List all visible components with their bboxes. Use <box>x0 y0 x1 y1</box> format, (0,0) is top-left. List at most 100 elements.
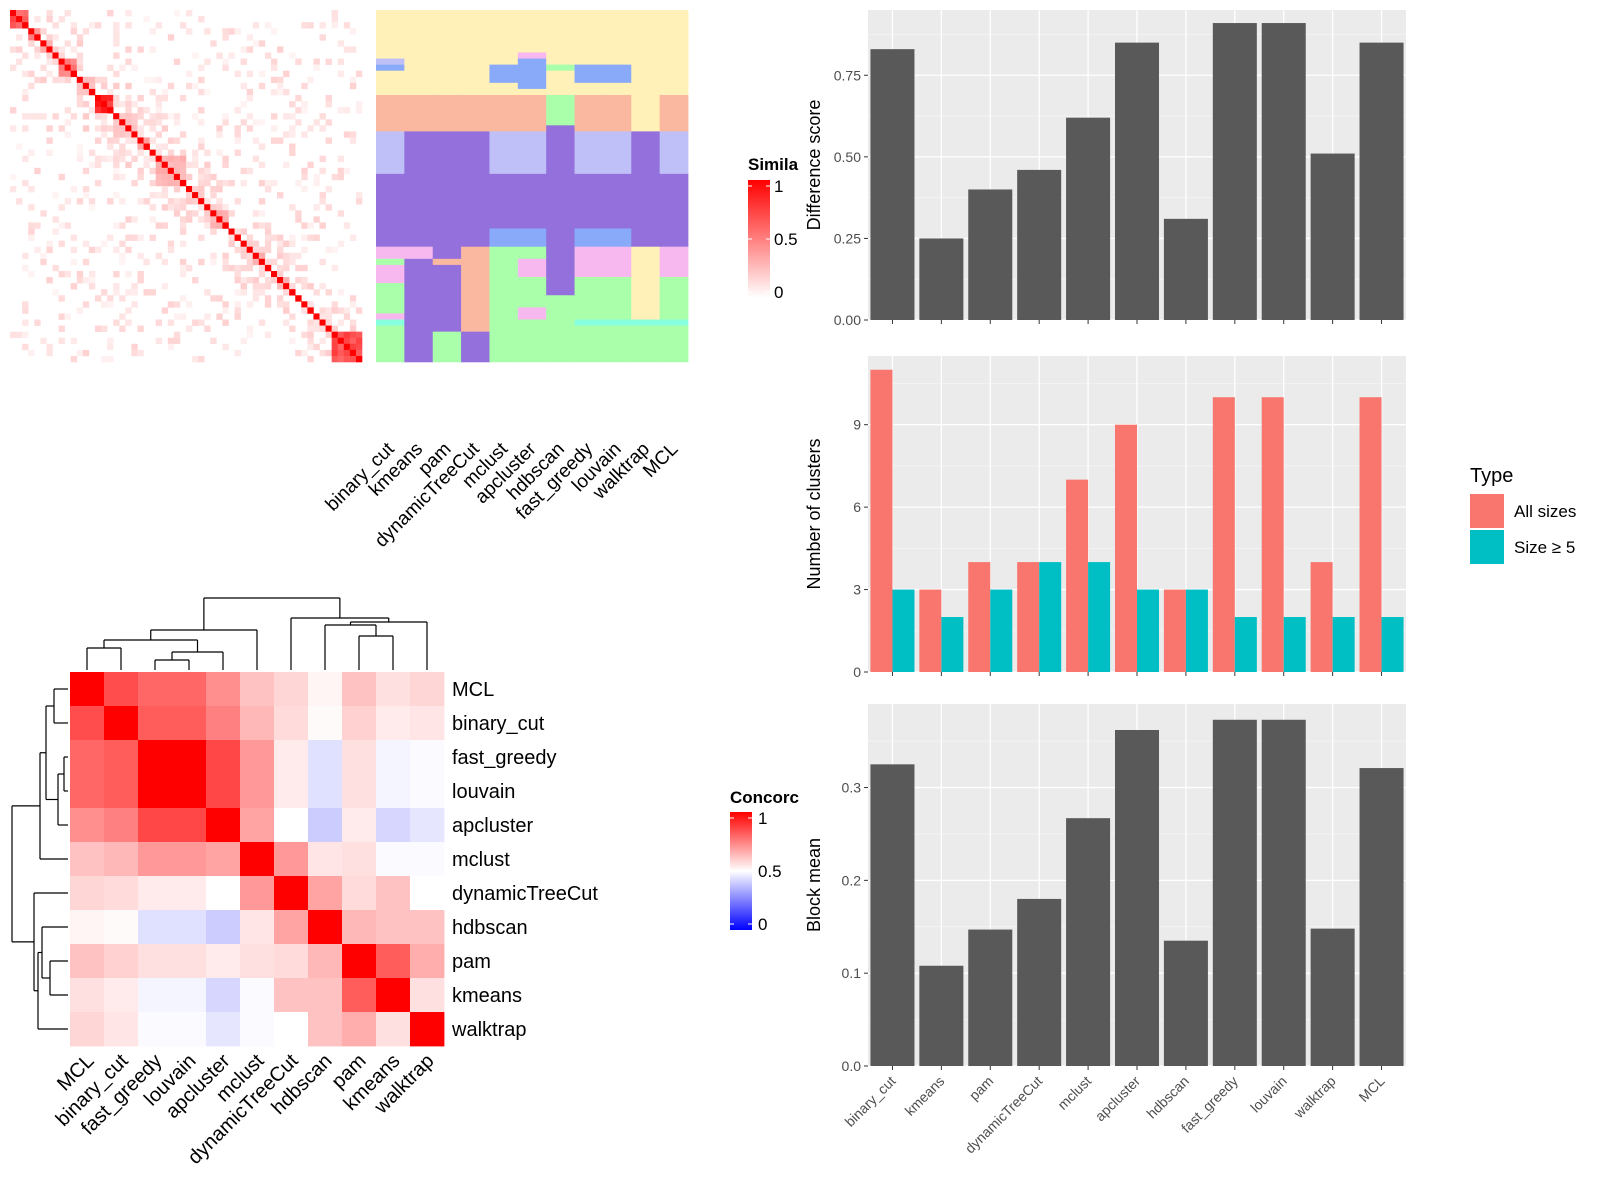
similarity-cell <box>88 270 96 278</box>
similarity-cell <box>101 82 108 90</box>
similarity-cell <box>283 161 290 169</box>
concordance-cell <box>410 944 445 979</box>
cluster-cell <box>376 94 405 132</box>
similarity-cell <box>240 264 247 272</box>
similarity-cell <box>149 289 156 296</box>
similarity-cell <box>22 319 29 326</box>
similarity-cell <box>228 210 235 217</box>
concordance-cell <box>138 978 173 1013</box>
cluster-cell <box>432 94 462 132</box>
concordance-cell <box>342 740 377 775</box>
similarity-cell <box>277 283 284 290</box>
similarity-cell <box>125 234 132 241</box>
similarity-cell <box>234 289 241 296</box>
similarity-cell <box>307 331 314 339</box>
similarity-cell <box>101 101 108 108</box>
similarity-cell <box>125 10 132 17</box>
concordance-cell <box>274 774 309 809</box>
similarity-cell <box>198 137 205 144</box>
concordance-cell <box>342 944 377 979</box>
similarity-cell <box>228 179 235 187</box>
cluster-cell <box>602 173 632 229</box>
similarity-cell <box>349 349 357 357</box>
similarity-cell <box>167 337 175 345</box>
cluster-cell <box>659 131 689 144</box>
similarity-cell <box>149 137 156 144</box>
concordance-cell <box>376 672 411 707</box>
similarity-cell <box>22 10 29 17</box>
similarity-cell <box>179 155 187 163</box>
similarity-cell <box>337 40 345 47</box>
concordance-cell <box>206 706 241 741</box>
similarity-cell <box>40 113 47 120</box>
concordance-cell <box>70 740 105 775</box>
similarity-cell <box>289 289 296 296</box>
similarity-cell <box>289 125 296 132</box>
similarity-cell <box>240 179 247 187</box>
similarity-cell <box>137 149 144 156</box>
similarity-cell <box>119 64 126 71</box>
similarity-cell <box>240 46 247 53</box>
similarity-cell <box>34 319 41 326</box>
bar <box>968 929 1013 1066</box>
similarity-cell <box>313 204 320 211</box>
similarity-cell <box>252 246 260 254</box>
similarity-cell <box>64 70 71 78</box>
concordance-cell <box>308 1012 343 1047</box>
similarity-cell <box>22 264 29 272</box>
similarity-cell <box>94 125 102 132</box>
similarity-cell <box>289 258 296 266</box>
concordance-cell <box>172 774 207 809</box>
similarity-cell <box>101 125 108 132</box>
similarity-cell <box>234 270 241 278</box>
bar-size-ge5 <box>1088 562 1111 672</box>
similarity-cell <box>331 16 339 23</box>
similarity-cell <box>101 155 108 163</box>
similarity-cell <box>143 155 150 163</box>
similarity-cell <box>64 64 71 71</box>
difference-score-chart: 0.00 0.25 0.50 0.75 Difference score <box>804 10 1406 328</box>
similarity-cell <box>137 173 144 181</box>
cluster-cell <box>517 10 547 53</box>
similarity-cell <box>76 64 84 71</box>
similarity-cell <box>149 234 156 241</box>
similarity-cell <box>283 264 290 272</box>
x-tick-label: louvain <box>1247 1073 1290 1116</box>
similarity-cell <box>289 131 296 138</box>
cluster-cell <box>546 125 575 290</box>
similarity-cell <box>16 198 23 205</box>
similarity-cell <box>113 34 120 41</box>
concordance-cell <box>70 672 105 707</box>
similarity-cell <box>277 277 284 284</box>
similarity-cell <box>289 313 296 320</box>
similarity-cell <box>216 52 223 59</box>
concordance-cell <box>70 978 105 1013</box>
similarity-cell <box>337 337 345 345</box>
cluster-cell <box>376 58 405 65</box>
x-tick-label: binary_cut <box>842 1073 899 1130</box>
similarity-cell <box>22 113 29 120</box>
similarity-cell <box>155 161 163 169</box>
concordance-cell <box>70 774 105 809</box>
similarity-cell <box>240 246 247 254</box>
similarity-cell <box>337 173 345 181</box>
cluster-cell <box>602 246 632 278</box>
similarity-cell <box>107 137 114 144</box>
similarity-cell <box>22 252 29 260</box>
similarity-cell <box>173 179 181 187</box>
similarity-cell <box>22 22 29 29</box>
similarity-cell <box>167 34 175 41</box>
similarity-cell <box>131 131 138 138</box>
similarity-cell <box>113 192 120 199</box>
similarity-cell <box>252 222 260 229</box>
cluster-cell <box>489 246 519 363</box>
similarity-cell <box>192 277 199 284</box>
similarity-cell <box>40 46 47 53</box>
concordance-cell <box>240 774 275 809</box>
similarity-cell <box>295 216 302 223</box>
similarity-cell <box>319 22 326 29</box>
similarity-cell <box>301 22 308 29</box>
similarity-cell <box>137 143 144 150</box>
similarity-cell <box>155 143 163 150</box>
similarity-cell <box>313 58 320 65</box>
